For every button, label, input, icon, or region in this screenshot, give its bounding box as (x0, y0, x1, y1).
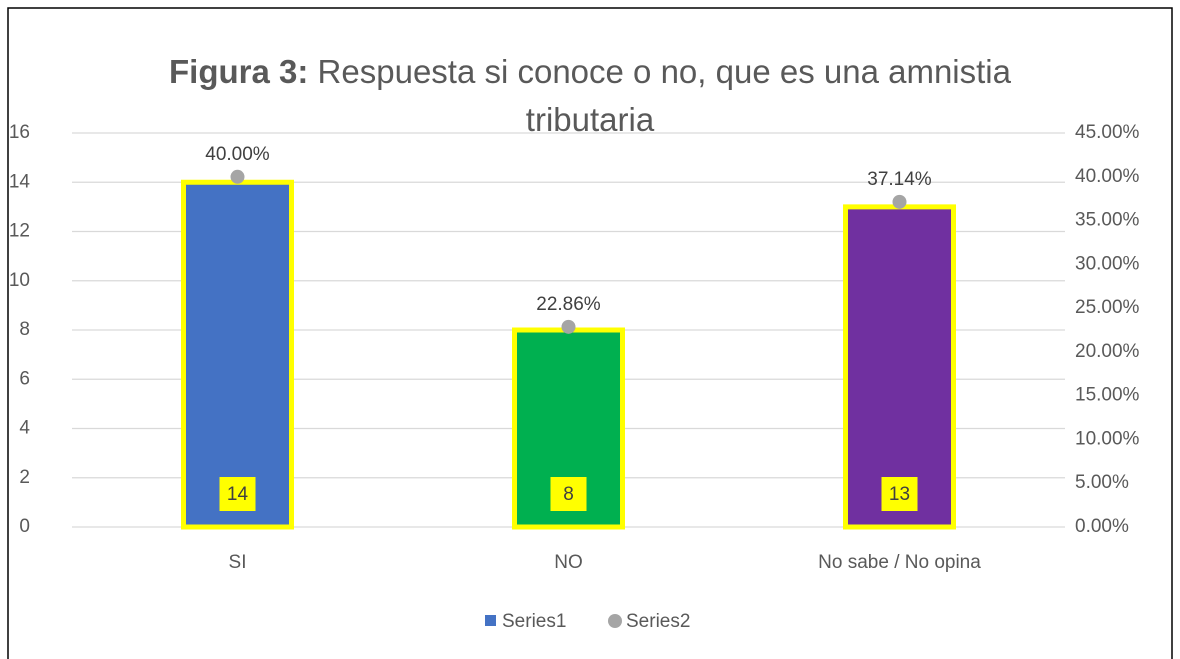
bar (181, 179, 294, 530)
marker (892, 194, 907, 209)
y-tick-label: 12 (9, 221, 30, 242)
y2-tick-label: 10.00% (1075, 428, 1140, 449)
y2-tick-label: 30.00% (1075, 253, 1140, 274)
data-label-box (881, 477, 918, 511)
legend-label: Series2 (626, 611, 690, 632)
y-tick-label: 2 (19, 467, 30, 488)
x-tick-label: No sabe / No opina (818, 552, 981, 573)
data-label: 8 (563, 484, 574, 505)
bar (843, 204, 956, 530)
data-label: 40.00% (205, 144, 270, 165)
y2-tick-label: 20.00% (1075, 341, 1140, 362)
y-tick-label: 0 (19, 516, 30, 537)
marker (230, 169, 245, 184)
y-tick-label: 14 (9, 171, 31, 192)
legend-label: Series1 (502, 611, 566, 632)
title-text: Respuesta si conoce o no, que es una amn… (317, 53, 1011, 138)
legend-swatch (608, 614, 622, 628)
legend-swatch (485, 615, 496, 626)
marker (561, 319, 576, 334)
y-tick-label: 16 (9, 122, 30, 143)
data-label: 13 (889, 484, 910, 505)
data-label: 37.14% (867, 169, 932, 190)
data-label-box (219, 477, 256, 511)
x-tick-label: SI (229, 552, 247, 573)
y-tick-label: 8 (19, 319, 30, 340)
y2-tick-label: 5.00% (1075, 472, 1129, 493)
y2-tick-label: 25.00% (1075, 297, 1140, 318)
chart-title: Figura 3: Respuesta si conoce o no, que … (165, 48, 1015, 144)
y2-tick-label: 35.00% (1075, 210, 1140, 231)
y-tick-label: 10 (9, 270, 30, 291)
y2-tick-label: 40.00% (1075, 166, 1140, 187)
y2-tick-label: 45.00% (1075, 122, 1140, 143)
data-label: 14 (227, 484, 249, 505)
y2-tick-label: 15.00% (1075, 385, 1140, 406)
y-tick-label: 6 (19, 368, 30, 389)
title-bold: Figura 3: (169, 53, 309, 90)
data-label: 22.86% (536, 294, 601, 315)
chart-border (7, 7, 1173, 659)
data-label-box (550, 477, 587, 511)
y2-tick-label: 0.00% (1075, 516, 1129, 537)
y-tick-label: 4 (19, 418, 30, 439)
x-tick-label: NO (554, 552, 583, 573)
